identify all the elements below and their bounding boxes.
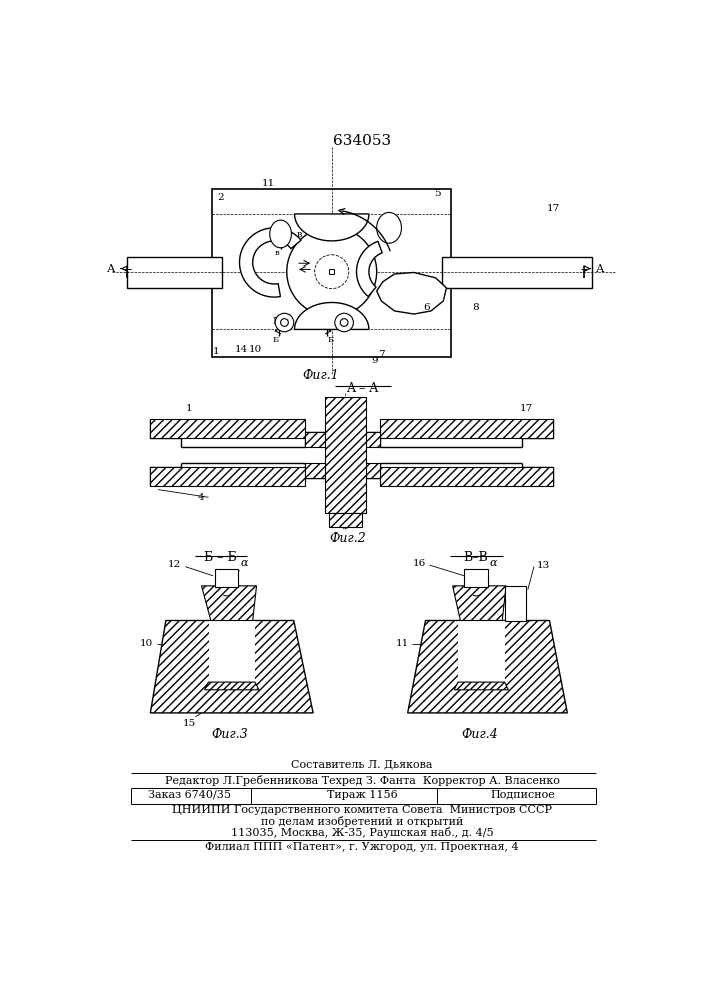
Text: Тираж 1156: Тираж 1156 — [327, 790, 397, 800]
Polygon shape — [127, 257, 222, 288]
Polygon shape — [329, 513, 362, 527]
Polygon shape — [204, 682, 259, 690]
Text: в: в — [275, 230, 280, 239]
Text: В–В: В–В — [464, 551, 489, 564]
Text: по делам изобретений и открытий: по делам изобретений и открытий — [261, 816, 463, 827]
Text: Фиг.4: Фиг.4 — [462, 728, 498, 741]
Text: А: А — [107, 264, 115, 274]
Polygon shape — [452, 586, 506, 620]
Circle shape — [335, 313, 354, 332]
Text: 4: 4 — [197, 493, 204, 502]
Polygon shape — [295, 302, 369, 329]
Polygon shape — [305, 463, 380, 478]
Polygon shape — [215, 569, 238, 587]
Polygon shape — [270, 220, 291, 248]
Text: Б: Б — [327, 336, 333, 344]
Polygon shape — [356, 241, 382, 296]
Text: 11: 11 — [396, 639, 409, 648]
Text: 634053: 634053 — [333, 134, 391, 148]
Text: Б: Б — [327, 317, 334, 326]
Text: Редактор Л.Гребенникова Техред З. Фанта  Корректор А. Власенко: Редактор Л.Гребенникова Техред З. Фанта … — [165, 774, 559, 786]
Text: 113035, Москва, Ж-35, Раушская наб., д. 4/5: 113035, Москва, Ж-35, Раушская наб., д. … — [230, 827, 493, 838]
Text: в: в — [296, 230, 302, 239]
Text: 1: 1 — [213, 347, 220, 356]
Polygon shape — [458, 620, 505, 690]
Text: 9: 9 — [372, 356, 378, 365]
Text: 7: 7 — [378, 350, 385, 359]
Text: Заказ 6740/35: Заказ 6740/35 — [148, 790, 230, 800]
Polygon shape — [442, 257, 592, 288]
Text: 1: 1 — [186, 404, 192, 413]
Polygon shape — [377, 212, 402, 243]
Text: 10: 10 — [140, 639, 153, 648]
Polygon shape — [377, 272, 446, 314]
Text: в: в — [297, 249, 302, 257]
Text: Составитель Л. Дьякова: Составитель Л. Дьякова — [291, 759, 433, 769]
Circle shape — [287, 227, 377, 316]
Text: 3: 3 — [341, 522, 347, 531]
Text: 16: 16 — [413, 559, 426, 568]
Circle shape — [340, 319, 348, 326]
Polygon shape — [305, 432, 380, 447]
Polygon shape — [329, 269, 334, 274]
Text: Подписное: Подписное — [490, 790, 555, 800]
Text: 11: 11 — [262, 179, 275, 188]
Text: 8: 8 — [472, 303, 479, 312]
Text: Фиг.1: Фиг.1 — [303, 369, 339, 382]
Polygon shape — [408, 620, 567, 713]
Text: α: α — [240, 558, 247, 568]
Text: 2: 2 — [217, 192, 223, 202]
Text: ЦНИИПИ Государственного комитета Совета  Министров СССР: ЦНИИПИ Государственного комитета Совета … — [172, 805, 552, 815]
Text: А: А — [596, 264, 604, 274]
Circle shape — [315, 255, 349, 289]
Text: Б: Б — [273, 336, 279, 344]
Text: 5: 5 — [434, 189, 440, 198]
Text: Фиг.3: Фиг.3 — [212, 728, 249, 741]
Text: 17: 17 — [547, 204, 560, 213]
Text: 17: 17 — [520, 404, 533, 413]
Polygon shape — [209, 620, 255, 690]
Polygon shape — [151, 419, 305, 438]
Polygon shape — [380, 466, 554, 486]
Text: Б – Б: Б – Б — [204, 551, 237, 564]
Polygon shape — [212, 189, 451, 357]
Text: в: в — [275, 249, 280, 257]
Text: 10: 10 — [248, 345, 262, 354]
Polygon shape — [325, 397, 366, 513]
Text: α: α — [490, 558, 497, 568]
Text: A – A: A – A — [346, 382, 378, 395]
Text: 6: 6 — [423, 303, 430, 312]
Text: 13: 13 — [537, 561, 549, 570]
Polygon shape — [151, 620, 313, 713]
Text: Фиг.2: Фиг.2 — [329, 532, 366, 545]
Polygon shape — [201, 586, 257, 620]
Text: 12: 12 — [168, 560, 182, 569]
Polygon shape — [464, 569, 488, 587]
Text: 15: 15 — [182, 719, 196, 728]
Text: 14: 14 — [235, 345, 247, 354]
Text: Филиал ППП «Патент», г. Ужгород, ул. Проектная, 4: Филиал ППП «Патент», г. Ужгород, ул. Про… — [205, 842, 519, 852]
Polygon shape — [240, 228, 301, 297]
Text: Б: Б — [272, 317, 279, 326]
Circle shape — [275, 313, 293, 332]
Polygon shape — [454, 682, 508, 690]
Polygon shape — [151, 466, 305, 486]
Polygon shape — [295, 214, 369, 241]
Polygon shape — [505, 586, 526, 620]
Circle shape — [281, 319, 288, 326]
Polygon shape — [380, 419, 554, 438]
